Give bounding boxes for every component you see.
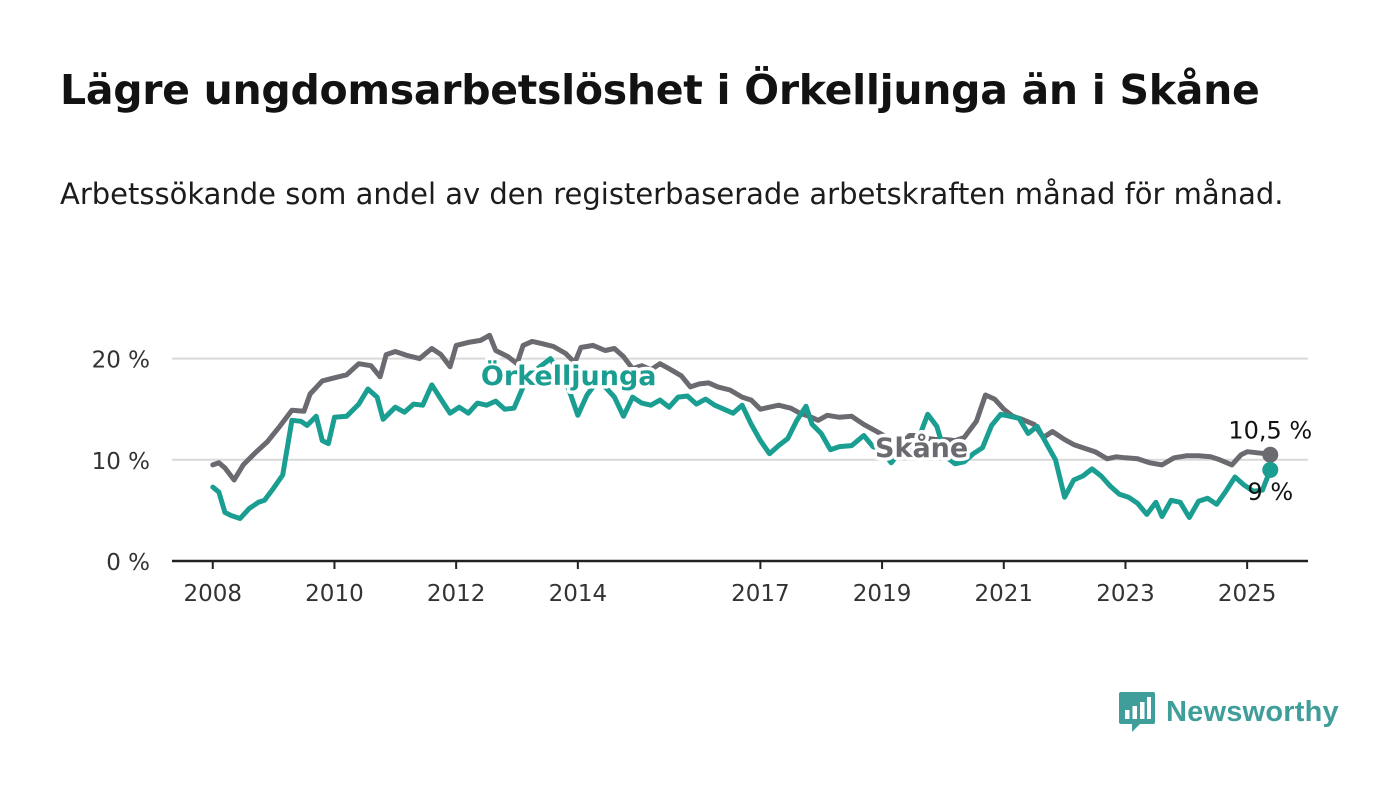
chart-title: Lägre ungdomsarbetslöshet i Örkelljunga …: [60, 66, 1260, 114]
x-tick-label: 2008: [183, 581, 242, 607]
x-tick-label: 2012: [427, 581, 486, 607]
y-tick-label: 20 %: [92, 348, 150, 374]
x-tick-label: 2023: [1096, 581, 1155, 607]
end-label-skane: 10,5 %: [1228, 417, 1312, 445]
end-marker-skane: [1262, 446, 1279, 463]
newsworthy-logo: Newsworthy: [1118, 690, 1339, 734]
y-tick-label: 10 %: [92, 449, 150, 475]
x-tick-label: 2021: [974, 581, 1033, 607]
x-tick-label: 2014: [549, 581, 608, 607]
x-tick-label: 2017: [731, 581, 790, 607]
series-line-skane: [210, 332, 1273, 483]
x-tick-label: 2010: [305, 581, 364, 607]
end-marker-orkelljunga: [1262, 461, 1279, 478]
newsworthy-wordmark: Newsworthy: [1166, 695, 1339, 728]
x-tick-label: 2025: [1218, 581, 1277, 607]
series-label-orkelljunga: Örkelljunga: [481, 359, 657, 392]
x-tick-label: 2019: [853, 581, 912, 607]
end-label-orkelljunga: 9 %: [1247, 478, 1293, 506]
newsworthy-logo-icon: [1119, 692, 1155, 732]
series-label-skane: Skåne: [875, 432, 968, 464]
chart-subtitle: Arbetssökande som andel av den registerb…: [60, 177, 1284, 211]
series-line-orkelljunga: [210, 356, 1273, 521]
y-tick-label: 0 %: [106, 550, 150, 576]
